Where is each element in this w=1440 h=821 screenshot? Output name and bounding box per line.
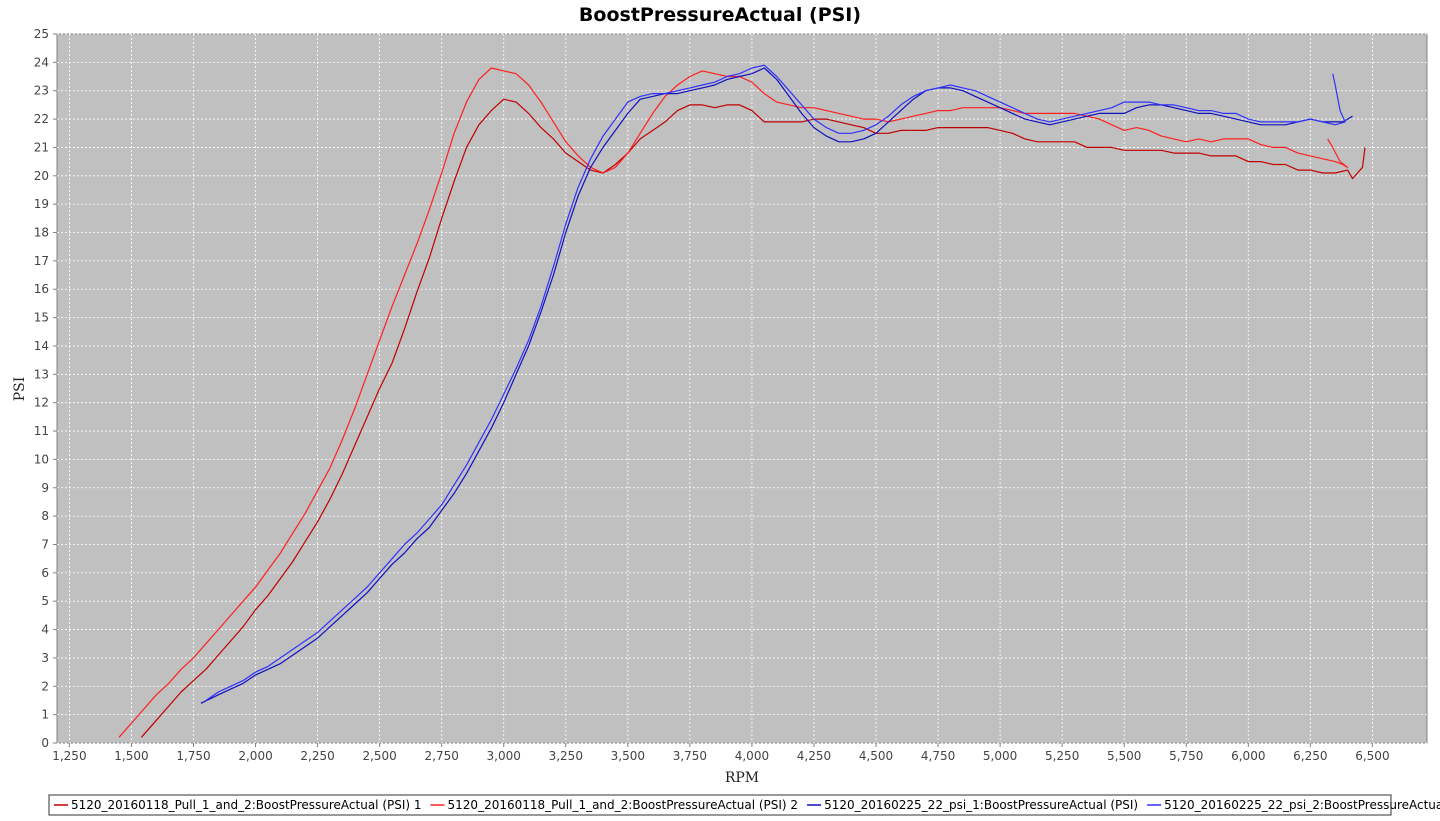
x-tick-label: 4,250 — [797, 749, 831, 763]
y-tick-label: 3 — [41, 651, 49, 665]
y-tick-label: 4 — [41, 623, 49, 637]
x-tick-label: 6,500 — [1355, 749, 1389, 763]
y-tick-label: 18 — [34, 226, 49, 240]
y-tick-label: 10 — [34, 452, 49, 466]
legend: 5120_20160118_Pull_1_and_2:BoostPressure… — [48, 794, 1440, 816]
x-tick-label: 3,000 — [487, 749, 521, 763]
chart-title: BoostPressureActual (PSI) — [579, 4, 861, 26]
series-line-3 — [200, 67, 1353, 704]
series-line-1 — [140, 98, 1366, 738]
x-tick-label: 3,750 — [673, 749, 707, 763]
x-tick-label: 5,750 — [1169, 749, 1203, 763]
y-tick-label: 1 — [41, 708, 49, 722]
y-tick-label: 9 — [41, 481, 49, 495]
y-tick-label: 25 — [34, 27, 49, 41]
y-tick-label: 21 — [34, 140, 49, 154]
legend-label-4: 5120_20160225_22_psi_2:BoostPressureActu… — [1164, 798, 1440, 812]
y-tick-label: 13 — [34, 367, 49, 381]
x-tick-label: 1,750 — [176, 749, 210, 763]
y-tick-label: 24 — [34, 55, 49, 69]
y-tick-label: 19 — [34, 197, 49, 211]
x-tick-label: 6,000 — [1231, 749, 1265, 763]
legend-label-2: 5120_20160118_Pull_1_and_2:BoostPressure… — [448, 798, 799, 812]
legend-label-3: 5120_20160225_22_psi_1:BoostPressureActu… — [824, 798, 1138, 812]
y-tick-label: 15 — [34, 311, 49, 325]
x-tick-label: 4,000 — [735, 749, 769, 763]
x-tick-label: 2,250 — [300, 749, 334, 763]
y-axis-label: PSI — [12, 377, 28, 402]
x-tick-label: 3,500 — [611, 749, 645, 763]
legend-box — [48, 794, 1392, 816]
y-tick-label: 0 — [41, 736, 49, 750]
x-tick-label: 2,000 — [238, 749, 272, 763]
x-tick-label: 5,250 — [1045, 749, 1079, 763]
y-tick-label: 2 — [41, 679, 49, 693]
x-tick-label: 4,750 — [921, 749, 955, 763]
x-tick-label: 3,250 — [549, 749, 583, 763]
plot-area — [56, 33, 1428, 744]
x-tick-label: 4,500 — [859, 749, 893, 763]
series-lines — [118, 64, 1366, 738]
series-line-4 — [205, 64, 1346, 701]
y-tick-label: 8 — [41, 509, 49, 523]
y-tick-label: 14 — [34, 339, 49, 353]
grid-lines — [57, 33, 1427, 744]
x-tick-label: 5,000 — [983, 749, 1017, 763]
y-tick-label: 22 — [34, 112, 49, 126]
x-tick-label: 2,500 — [362, 749, 396, 763]
y-tick-label: 23 — [34, 84, 49, 98]
x-tick-label: 1,500 — [114, 749, 148, 763]
x-tick-label: 5,500 — [1107, 749, 1141, 763]
y-tick-label: 12 — [34, 396, 49, 410]
y-tick-label: 16 — [34, 282, 49, 296]
x-tick-label: 6,250 — [1293, 749, 1327, 763]
series-line-2 — [118, 67, 1349, 738]
legend-label-1: 5120_20160118_Pull_1_and_2:BoostPressure… — [71, 798, 422, 812]
x-axis: 1,250 1,500 1,750 2,000 2,250 2,500 2,750 3,000… — [52, 743, 1390, 763]
x-axis-label: RPM — [725, 770, 759, 786]
x-tick-label: 1,250 — [52, 749, 86, 763]
y-tick-label: 20 — [34, 169, 49, 183]
y-tick-label: 17 — [34, 254, 49, 268]
x-tick-label: 2,750 — [425, 749, 459, 763]
y-tick-label: 7 — [41, 537, 49, 551]
y-tick-label: 6 — [41, 566, 49, 580]
y-tick-label: 5 — [41, 594, 49, 608]
y-tick-label: 11 — [34, 424, 49, 438]
y-axis: 0123456789101112131415161718192021222324… — [34, 27, 57, 750]
